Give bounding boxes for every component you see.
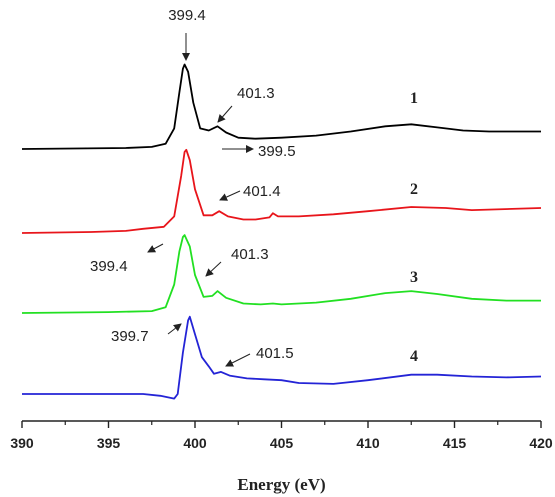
series-number-label: 1 (410, 90, 418, 107)
x-axis: 390 395 400 405 410 415 420 Energy (eV) (10, 420, 553, 494)
x-ticks: 390 395 400 405 410 415 420 (10, 421, 553, 451)
series-line-1 (21, 63, 541, 150)
x-tick-label: 400 (183, 435, 207, 451)
peak-annotation-label: 399.5 (258, 143, 296, 160)
peak-annotation-label: 401.4 (243, 183, 281, 200)
series-number-label: 3 (410, 269, 418, 286)
series-line-3 (21, 234, 541, 314)
peak-annotation-label: 401.5 (256, 345, 294, 362)
series-line-2 (21, 148, 542, 234)
peak-annotation-label: 401.3 (237, 85, 275, 102)
series-layer (21, 63, 542, 400)
x-tick-label: 420 (529, 435, 553, 451)
peak-annotation-label: 399.7 (111, 328, 149, 345)
annotation-arrow (225, 353, 251, 367)
annotation-arrow (219, 190, 241, 201)
annotation-arrow (205, 261, 222, 277)
peak-annotation-label: 399.4 (168, 7, 206, 24)
x-tick-label: 410 (356, 435, 380, 451)
annotations: 399.4 401.3 399.5 401.4 399.4 401.3 399.7 401.5 (90, 7, 296, 367)
x-tick-label: 405 (270, 435, 294, 451)
x-tick-label: 395 (97, 435, 121, 451)
x-tick-label: 415 (443, 435, 467, 451)
series-numbers: 1 2 3 4 (410, 90, 418, 365)
annotation-arrow (167, 323, 182, 335)
annotation-arrow (217, 105, 233, 123)
x-tick-label: 390 (10, 435, 34, 451)
series-number-label: 2 (410, 181, 418, 198)
peak-annotation-label: 399.4 (90, 258, 128, 275)
peak-annotation-label: 401.3 (231, 246, 269, 263)
x-axis-label: Energy (eV) (237, 475, 325, 494)
annotation-arrow (147, 243, 164, 253)
series-number-label: 4 (410, 348, 418, 365)
series-line-4 (22, 315, 542, 400)
